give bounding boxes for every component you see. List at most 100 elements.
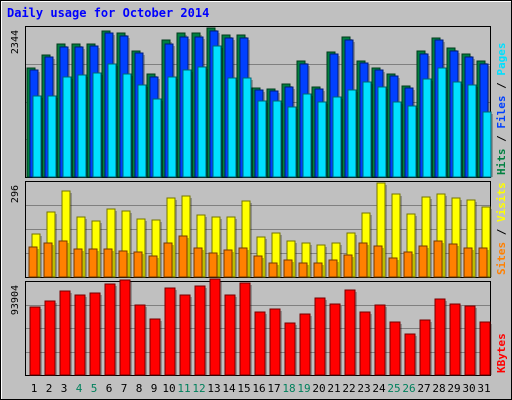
bar-fill bbox=[178, 235, 188, 278]
bar-fill bbox=[347, 89, 357, 178]
x-axis-labels: 1 2 3 4 5 6 7 8 9 10 11 12 13 14 15 16 17 18 19 20 21 22 23 24 2… bbox=[31, 382, 491, 395]
bar-pages-6 bbox=[107, 63, 118, 178]
bar-fill bbox=[88, 248, 98, 278]
x-tick-label-11: 11 bbox=[177, 382, 190, 395]
bar-sites-14 bbox=[223, 249, 234, 278]
x-tick-label-21: 21 bbox=[327, 382, 340, 395]
bar-pages-30 bbox=[467, 84, 478, 178]
legend-hits: Hits bbox=[495, 149, 508, 176]
bar-fill bbox=[103, 248, 113, 278]
bar-pages-27 bbox=[422, 78, 433, 178]
bar-fill bbox=[122, 73, 132, 178]
bar-sites-6 bbox=[103, 248, 114, 278]
bar-sites-31 bbox=[478, 247, 489, 278]
bar-fill bbox=[104, 283, 116, 376]
bar-kbytes-26 bbox=[404, 333, 417, 376]
bar-pages-28 bbox=[437, 67, 448, 178]
bar-pages-15 bbox=[242, 77, 253, 178]
bar-fill bbox=[212, 45, 222, 178]
bar-pages-22 bbox=[347, 89, 358, 178]
bar-sites-19 bbox=[298, 262, 309, 278]
bar-sites-24 bbox=[373, 245, 384, 278]
bar-fill bbox=[238, 247, 248, 278]
bar-fill bbox=[482, 111, 492, 178]
bar-kbytes-7 bbox=[119, 279, 132, 376]
bar-kbytes-14 bbox=[224, 294, 237, 376]
bar-kbytes-16 bbox=[254, 311, 267, 376]
x-tick-label-10: 10 bbox=[162, 382, 175, 395]
bar-fill bbox=[119, 279, 131, 376]
bar-fill bbox=[194, 285, 206, 376]
bar-pages-19 bbox=[302, 93, 313, 178]
bar-fill bbox=[107, 63, 117, 178]
bar-fill bbox=[239, 282, 251, 376]
bar-fill bbox=[392, 101, 402, 178]
bar-kbytes-18 bbox=[284, 322, 297, 376]
bar-kbytes-3 bbox=[59, 290, 72, 376]
bar-kbytes-29 bbox=[449, 303, 462, 376]
bar-fill bbox=[329, 303, 341, 376]
bar-fill bbox=[92, 72, 102, 178]
bar-kbytes-30 bbox=[464, 305, 477, 376]
x-tick-label-5: 5 bbox=[91, 382, 98, 395]
bar-sites-29 bbox=[448, 243, 459, 278]
bar-fill bbox=[298, 262, 308, 278]
x-tick-label-20: 20 bbox=[312, 382, 325, 395]
bar-fill bbox=[227, 77, 237, 178]
bar-sites-13 bbox=[208, 252, 219, 278]
bar-kbytes-9 bbox=[149, 318, 162, 376]
bar-pages-12 bbox=[197, 66, 208, 178]
bar-sites-21 bbox=[328, 259, 339, 278]
bar-fill bbox=[404, 333, 416, 376]
x-tick-label-30: 30 bbox=[462, 382, 475, 395]
legend-separator: / bbox=[495, 222, 508, 242]
bar-pages-16 bbox=[257, 100, 268, 178]
bar-kbytes-8 bbox=[134, 304, 147, 376]
bar-fill bbox=[419, 319, 431, 376]
bar-pages-1 bbox=[32, 95, 43, 178]
panel-kbytes: 93904 KBytes bbox=[10, 278, 508, 376]
bar-fill bbox=[464, 305, 476, 376]
bar-fill bbox=[167, 76, 177, 178]
bar-sites-12 bbox=[193, 247, 204, 278]
bar-fill bbox=[137, 84, 147, 178]
bar-fill bbox=[73, 248, 83, 278]
x-tick-label-16: 16 bbox=[252, 382, 265, 395]
bar-kbytes-24 bbox=[374, 304, 387, 376]
bar-sites-30 bbox=[463, 247, 474, 278]
bar-fill bbox=[223, 249, 233, 278]
bar-pages-10 bbox=[167, 76, 178, 178]
bar-kbytes-13 bbox=[209, 278, 222, 376]
bar-fill bbox=[418, 245, 428, 278]
bar-fill bbox=[257, 100, 267, 178]
bar-kbytes-19 bbox=[299, 313, 312, 376]
bar-fill bbox=[149, 318, 161, 376]
legend-separator: / bbox=[495, 76, 508, 96]
bar-fill bbox=[28, 246, 38, 278]
bar-kbytes-5 bbox=[89, 292, 102, 376]
bar-sites-25 bbox=[388, 257, 399, 278]
bar-sites-17 bbox=[268, 262, 279, 278]
x-tick-label-14: 14 bbox=[222, 382, 236, 395]
bar-kbytes-11 bbox=[179, 294, 192, 376]
bar-fill bbox=[164, 287, 176, 376]
bar-kbytes-20 bbox=[314, 297, 327, 376]
bar-fill bbox=[448, 243, 458, 278]
bar-pages-13 bbox=[212, 45, 223, 178]
legend-separator: / bbox=[495, 129, 508, 149]
bar-fill bbox=[58, 240, 68, 278]
bar-fill bbox=[377, 86, 387, 178]
bar-fill bbox=[373, 245, 383, 278]
bar-fill bbox=[467, 84, 477, 178]
bar-fill bbox=[224, 294, 236, 376]
x-tick-label-9: 9 bbox=[151, 382, 158, 395]
legend-kbytes: KBytes bbox=[495, 333, 508, 373]
bar-kbytes-2 bbox=[44, 300, 57, 376]
bar-sites-8 bbox=[133, 251, 144, 278]
bar-fill bbox=[179, 294, 191, 376]
x-tick-label-31: 31 bbox=[477, 382, 490, 395]
bar-pages-20 bbox=[317, 101, 328, 178]
bars-kbytes bbox=[29, 278, 492, 376]
bar-fill bbox=[208, 252, 218, 278]
x-tick-label-22: 22 bbox=[342, 382, 355, 395]
